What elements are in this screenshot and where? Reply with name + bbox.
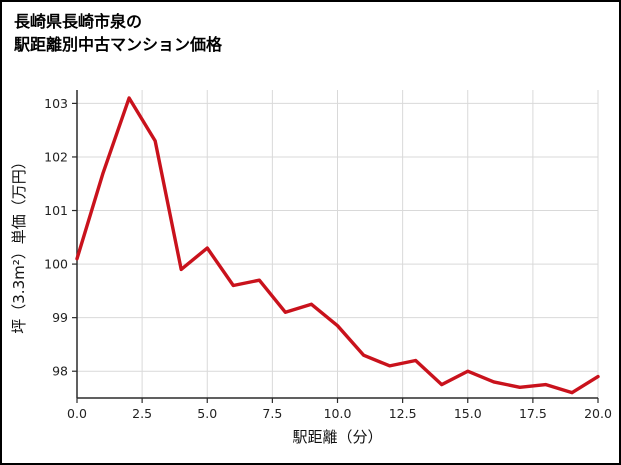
x-tick-label: 10.0 [324, 406, 352, 421]
y-tick-label: 103 [44, 96, 68, 111]
x-axis-label: 駅距離（分） [292, 428, 382, 446]
chart-title-line1: 長崎県長崎市泉の [14, 12, 143, 31]
x-tick-label: 17.5 [519, 406, 547, 421]
price-line [75, 96, 600, 395]
x-tick-label: 2.5 [132, 406, 152, 421]
chart-title: 長崎県長崎市泉の 駅距離別中古マンション価格 [14, 10, 222, 56]
y-tick-label: 101 [44, 203, 68, 218]
x-tick-label: 5.0 [197, 406, 217, 421]
x-tick-label: 20.0 [584, 406, 612, 421]
chart-title-line2: 駅距離別中古マンション価格 [14, 35, 223, 55]
x-tick-label: 0.0 [67, 406, 87, 421]
y-tick-label: 100 [44, 257, 68, 272]
y-tick-label: 98 [52, 364, 68, 379]
y-tick-label: 99 [52, 310, 68, 325]
y-axis-label: 坪（3.3m²）単価（万円） [10, 154, 28, 333]
x-tick-label: 7.5 [262, 406, 282, 421]
x-tick-label: 15.0 [454, 406, 482, 421]
y-tick-label: 102 [44, 149, 68, 164]
x-tick-label: 12.5 [389, 406, 417, 421]
